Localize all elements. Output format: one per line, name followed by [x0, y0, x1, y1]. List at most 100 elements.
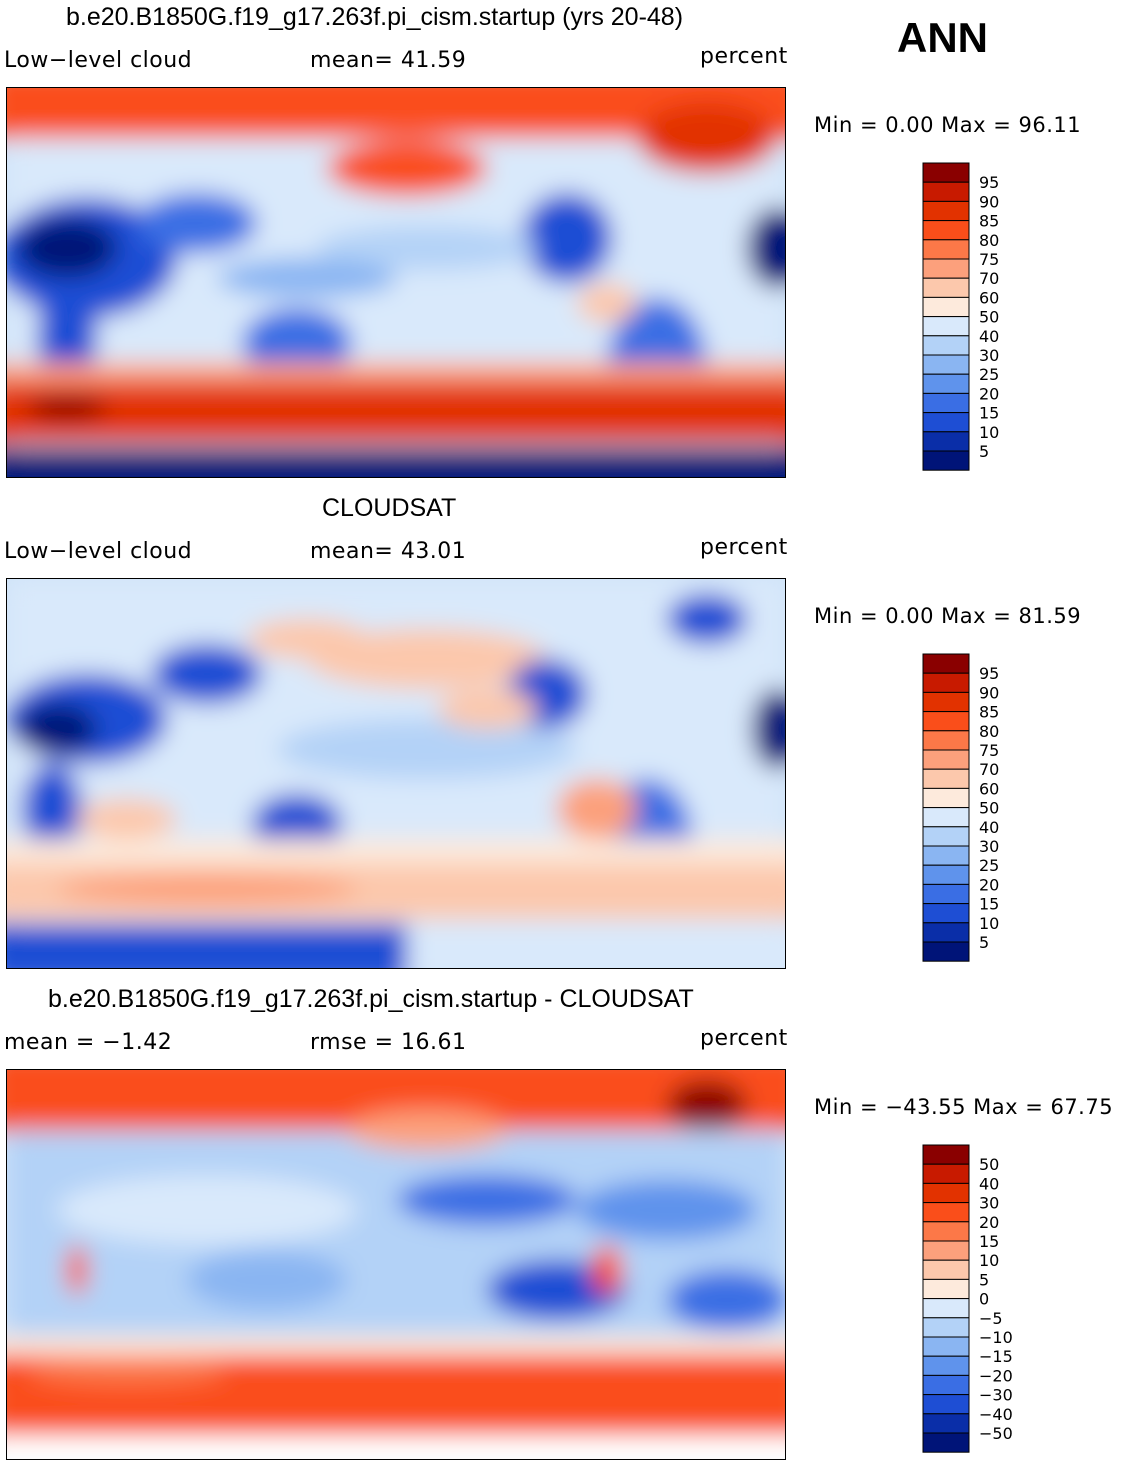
- colorbar-tick-label: 80: [979, 722, 999, 741]
- panel-3-rmse-label: rmse = 16.61: [310, 1030, 467, 1055]
- colorbar-tick-label: 90: [979, 683, 999, 702]
- panel-1-map: [6, 87, 786, 478]
- colorbar-swatch: [922, 316, 970, 337]
- panel-1-colorbar: 95 90 85 80 75 70 60 50 40 30 25 20 15 10 5: [922, 162, 1042, 477]
- colorbar-tick-label: −20: [979, 1366, 1013, 1385]
- colorbar-tick-label: 80: [979, 231, 999, 250]
- colorbar-tick-label: 75: [979, 250, 999, 269]
- colorbar-swatch: [922, 162, 970, 183]
- colorbar-tick-label: 75: [979, 741, 999, 760]
- panel-2-map-svg: [7, 579, 785, 968]
- colorbar-swatch: [922, 1336, 970, 1357]
- panel-3-map-svg: [7, 1070, 785, 1459]
- colorbar-swatch: [922, 1221, 970, 1242]
- colorbar-swatch: [922, 431, 970, 452]
- colorbar-swatch: [922, 1355, 970, 1376]
- panel-1-title: b.e20.B1850G.f19_g17.263f.pi_cism.startu…: [66, 3, 684, 31]
- panel-2-title: CLOUDSAT: [322, 494, 457, 522]
- colorbar-swatch: [922, 1413, 970, 1434]
- colorbar-tick-label: 10: [979, 423, 999, 442]
- colorbar-swatch: [922, 220, 970, 241]
- colorbar-swatch: [922, 653, 970, 674]
- colorbar-swatch: [922, 1278, 970, 1300]
- colorbar-swatch: [922, 1240, 970, 1261]
- colorbar-swatch: [922, 296, 970, 318]
- colorbar-swatch: [922, 412, 970, 433]
- colorbar-tick-label: 95: [979, 664, 999, 683]
- colorbar-swatch: [922, 1259, 970, 1280]
- panel-2-variable-label: Low−level cloud: [4, 539, 193, 564]
- colorbar-swatch: [922, 1163, 970, 1184]
- panel-2-map: [6, 578, 786, 969]
- colorbar-tick-label: −10: [979, 1328, 1013, 1347]
- colorbar-tick-label: 5: [979, 1270, 989, 1289]
- colorbar-swatch: [922, 1374, 970, 1396]
- colorbar-swatch: [922, 749, 970, 770]
- colorbar-swatch: [922, 691, 970, 713]
- panel-3-mean-label: mean = −1.42: [4, 1030, 173, 1055]
- colorbar-tick-label: 60: [979, 779, 999, 798]
- colorbar-tick-label: 50: [979, 308, 999, 327]
- colorbar-tick-label: 25: [979, 856, 999, 875]
- colorbar-tick-label: 40: [979, 327, 999, 346]
- colorbar-tick-label: 15: [979, 895, 999, 914]
- colorbar-tick-label: 10: [979, 914, 999, 933]
- colorbar-tick-label: 20: [979, 875, 999, 894]
- colorbar-swatch: [922, 711, 970, 732]
- colorbar-tick-label: 40: [979, 1174, 999, 1193]
- colorbar-swatch: [922, 239, 970, 260]
- colorbar-swatch: [922, 730, 970, 751]
- colorbar-swatch: [922, 277, 970, 298]
- panel-3-minmax: Min = −43.55 Max = 67.75: [814, 1095, 1114, 1119]
- colorbar-swatch: [922, 335, 970, 356]
- colorbar-tick-label: 70: [979, 269, 999, 288]
- colorbar-swatch: [922, 826, 970, 847]
- panel-3-map: [6, 1069, 786, 1460]
- colorbar-swatch: [922, 1317, 970, 1338]
- colorbar-tick-label: 5: [979, 442, 989, 461]
- colorbar-tick-label: −50: [979, 1424, 1013, 1443]
- season-label: ANN: [897, 14, 988, 61]
- colorbar-tick-label: 15: [979, 404, 999, 423]
- colorbar-tick-label: 50: [979, 799, 999, 818]
- colorbar-tick-label: 0: [979, 1290, 989, 1309]
- colorbar-tick-label: −15: [979, 1347, 1013, 1366]
- colorbar-swatch: [922, 354, 970, 375]
- colorbar-swatch: [922, 450, 970, 471]
- colorbar-swatch: [922, 1144, 970, 1165]
- colorbar-tick-label: 70: [979, 760, 999, 779]
- colorbar-tick-label: −40: [979, 1405, 1013, 1424]
- colorbar-tick-label: 5: [979, 933, 989, 952]
- colorbar-swatch: [922, 787, 970, 809]
- colorbar-swatch: [922, 181, 970, 202]
- colorbar-tick-label: 85: [979, 703, 999, 722]
- panel-1-variable-label: Low−level cloud: [4, 48, 193, 73]
- panel-2-units-label: percent: [700, 535, 788, 560]
- colorbar-tick-label: 30: [979, 837, 999, 856]
- colorbar-swatch: [922, 768, 970, 789]
- colorbar-swatch: [922, 845, 970, 866]
- panel-2-minmax: Min = 0.00 Max = 81.59: [814, 604, 1082, 628]
- colorbar-tick-label: 85: [979, 212, 999, 231]
- colorbar-swatch: [922, 258, 970, 279]
- colorbar-swatch: [922, 922, 970, 943]
- colorbar-tick-label: 50: [979, 1155, 999, 1174]
- colorbar-tick-label: 20: [979, 384, 999, 403]
- colorbar-tick-label: 10: [979, 1251, 999, 1270]
- colorbar-tick-label: 20: [979, 1213, 999, 1232]
- colorbar-tick-label: 90: [979, 192, 999, 211]
- colorbar-swatch: [922, 373, 970, 394]
- colorbar-swatch: [922, 1394, 970, 1415]
- colorbar-swatch: [922, 807, 970, 828]
- colorbar-tick-label: 30: [979, 1194, 999, 1213]
- panel-1-minmax: Min = 0.00 Max = 96.11: [814, 113, 1082, 137]
- colorbar-swatch: [922, 883, 970, 905]
- colorbar-swatch: [922, 1182, 970, 1204]
- panel-1-map-svg: [7, 88, 785, 477]
- colorbar-tick-label: 60: [979, 288, 999, 307]
- colorbar-swatch: [922, 903, 970, 924]
- panel-1-units-label: percent: [700, 44, 788, 69]
